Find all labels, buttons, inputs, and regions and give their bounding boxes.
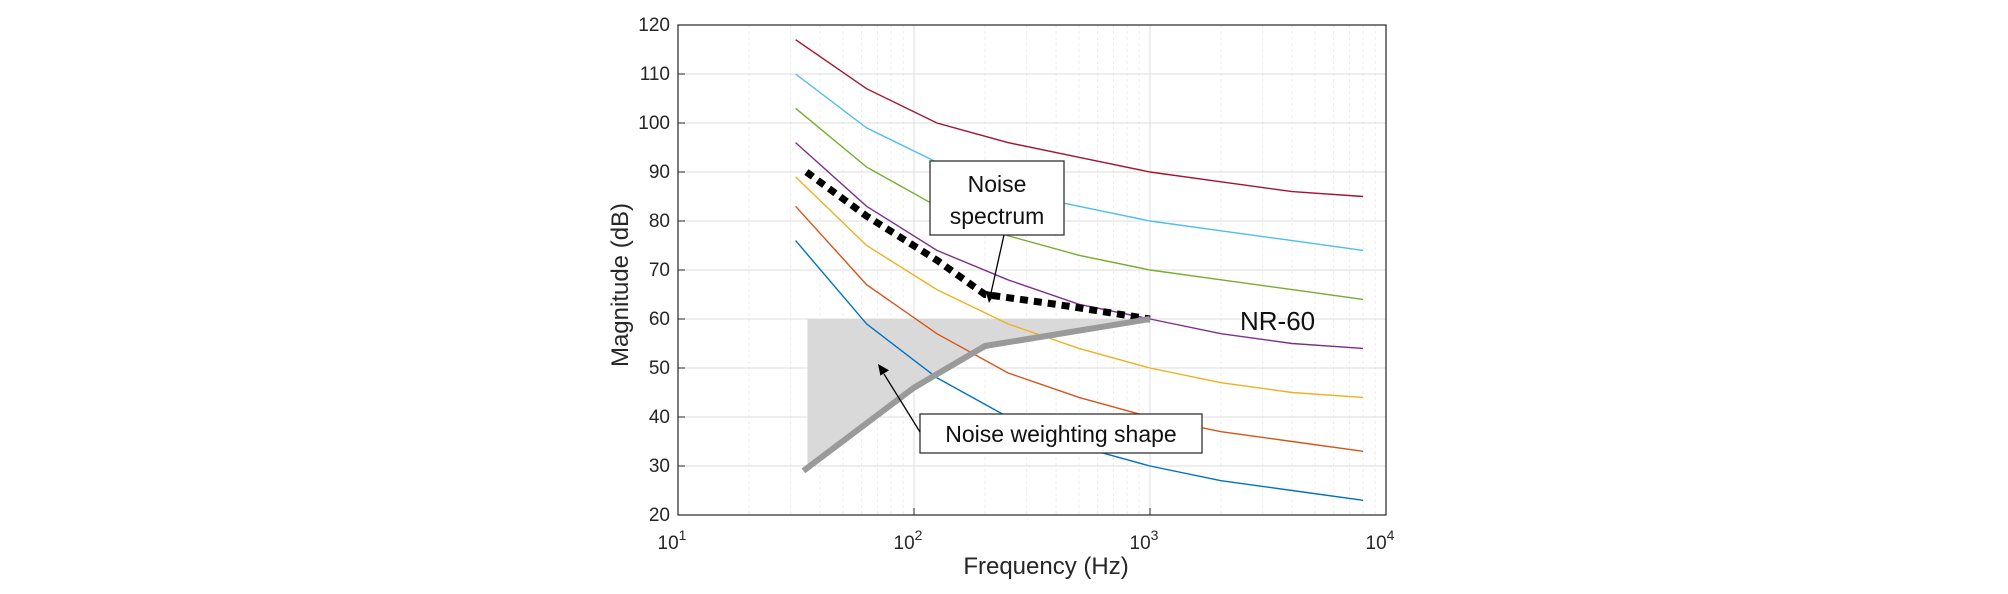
noise-spectrum-box	[929, 160, 1065, 236]
y-tick-label: 90	[649, 162, 670, 183]
weighting-fill-layer	[803, 319, 1150, 471]
annotations: Noise spectrum Noise weighting shape NR-…	[878, 160, 1315, 454]
weighting-region	[803, 319, 1150, 471]
noise-weighting-arrow	[883, 373, 921, 433]
y-tick-label: 60	[649, 309, 670, 330]
noise-weighting-line	[801, 316, 1151, 474]
y-tick-label: 50	[649, 358, 670, 379]
series-line-nr-60	[795, 142, 1364, 350]
y-tick-label: 120	[638, 15, 670, 36]
y-tick-labels: 20 30 40 50 60 70 80 90 100 110 120	[638, 15, 685, 526]
series-line-nr-70	[795, 107, 1364, 301]
noise-spectrum-label-line2: spectrum	[950, 203, 1045, 229]
y-tick-label: 30	[649, 456, 670, 477]
noise-weighting-box	[919, 413, 1203, 454]
y-tick-label: 40	[649, 407, 670, 428]
x-tick-label: 101	[658, 527, 687, 554]
y-tick-label: 100	[638, 113, 670, 134]
y-tick-label: 70	[649, 260, 670, 281]
x-tick-label: 102	[894, 527, 923, 554]
x-tick-labels: 101 102 103 104	[658, 508, 1395, 554]
series-line-nr-80	[795, 73, 1364, 252]
x-tick-label: 104	[1366, 527, 1395, 554]
noise-weighting-label: Noise weighting shape	[945, 421, 1176, 447]
noise-spectrum-arrowhead	[985, 290, 996, 303]
noise-weighting-arrowhead	[878, 364, 889, 376]
noise-spectrum-arrow	[990, 234, 1005, 294]
series-line-nr-50	[795, 176, 1364, 399]
noise-spectrum-label-line1: Noise	[968, 171, 1027, 197]
series-line-nr-90	[795, 39, 1364, 198]
overlay-layer	[801, 169, 1151, 474]
x-axis-label: Frequency (Hz)	[963, 553, 1128, 580]
nr-60-label: NR-60	[1240, 306, 1315, 336]
y-tick-label: 110	[640, 64, 670, 85]
noise-spectrum-line	[804, 169, 1151, 323]
series-line-nr-40	[795, 205, 1364, 452]
x-tick-label: 103	[1130, 527, 1159, 554]
y-tick-label: 20	[649, 505, 670, 526]
y-tick-label: 80	[649, 211, 670, 232]
y-axis-label: Magnitude (dB)	[607, 203, 634, 367]
